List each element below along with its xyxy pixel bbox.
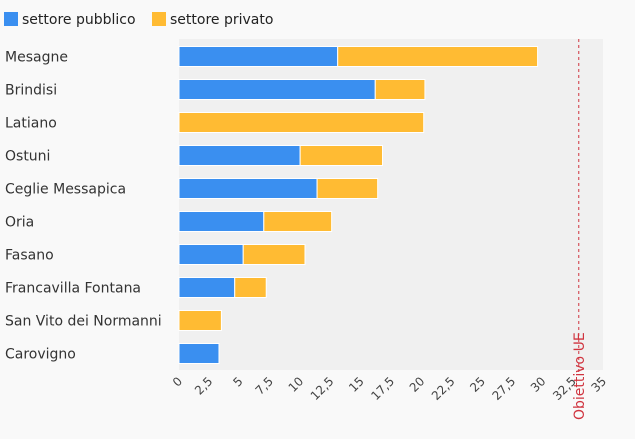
bar-pubblico — [178, 46, 339, 67]
bar-privato — [242, 244, 306, 265]
x-axis-tick-labels: 0 2,5 5 7,5 10 12,5 15 17,5 20 22,5 25 27,5 30 32,5 35 — [170, 374, 609, 403]
target-label: Obiettivo UE — [572, 332, 588, 420]
bar-privato — [299, 145, 384, 166]
legend-label: settore privato — [170, 12, 273, 28]
bar-pubblico — [178, 277, 236, 298]
x-tick-label: 0 — [170, 374, 185, 389]
category-label: Brindisi — [5, 83, 57, 99]
legend-label: settore pubblico — [22, 12, 136, 28]
x-tick-label: 35 — [588, 374, 609, 395]
x-tick-label: 30 — [528, 374, 549, 395]
bar-pubblico — [178, 211, 265, 232]
target-line-group: Obiettivo UE — [572, 39, 588, 420]
legend-swatch — [152, 12, 166, 26]
x-tick-label: 27,5 — [489, 374, 518, 403]
legend: settore pubblico settore privato — [4, 12, 273, 28]
legend-swatch — [4, 12, 18, 26]
bar-pubblico — [178, 244, 244, 265]
x-tick-label: 5 — [230, 374, 245, 389]
category-label: Fasano — [5, 248, 54, 264]
bar-pubblico — [178, 79, 376, 100]
x-tick-label: 25 — [467, 374, 488, 395]
category-label: Francavilla Fontana — [5, 281, 141, 297]
category-label: Latiano — [5, 116, 57, 132]
x-tick-label: 17,5 — [368, 374, 397, 403]
bar-privato — [337, 46, 539, 67]
category-label: Carovigno — [5, 347, 76, 363]
bars — [178, 46, 539, 364]
x-tick-label: 10 — [286, 374, 307, 395]
x-tick-label: 2,5 — [192, 374, 215, 397]
category-label: Ostuni — [5, 149, 50, 165]
x-tick-label: 7,5 — [253, 374, 276, 397]
x-tick-label: 22,5 — [429, 374, 458, 403]
x-tick-label: 15 — [346, 374, 367, 395]
bar-privato — [178, 112, 425, 133]
bar-privato — [316, 178, 379, 199]
x-tick-label: 20 — [407, 374, 428, 395]
bar-privato — [234, 277, 267, 298]
category-label: Oria — [5, 215, 34, 231]
bar-pubblico — [178, 145, 301, 166]
bar-privato — [178, 310, 222, 331]
x-tick-label: 12,5 — [308, 374, 337, 403]
category-label: San Vito dei Normanni — [5, 314, 162, 330]
bar-privato — [374, 79, 426, 100]
category-label: Ceglie Messapica — [5, 182, 126, 198]
bar-privato — [263, 211, 333, 232]
category-labels: Mesagne Brindisi Latiano Ostuni Ceglie Messa… — [5, 50, 162, 363]
bar-pubblico — [178, 178, 318, 199]
bar-pubblico — [178, 343, 220, 364]
category-label: Mesagne — [5, 50, 68, 66]
